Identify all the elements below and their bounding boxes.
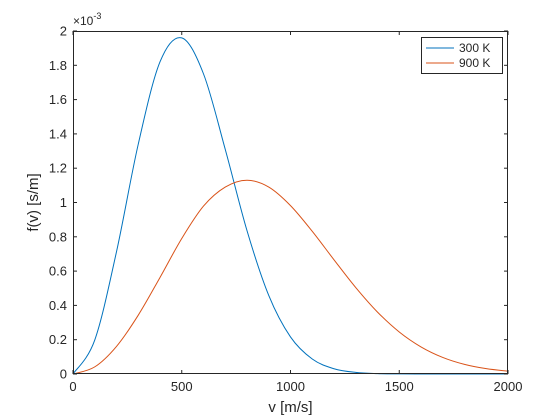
x-axis-label: v [m/s] bbox=[268, 399, 312, 416]
x-tick-label: 1000 bbox=[276, 379, 305, 394]
plot-area bbox=[73, 31, 508, 374]
y-exponent-power: -3 bbox=[93, 11, 101, 21]
legend-label-1: 900 K bbox=[459, 56, 490, 70]
series-line-1 bbox=[72, 179, 509, 375]
legend-box bbox=[421, 37, 503, 74]
legend-label-0: 300 K bbox=[459, 41, 490, 55]
y-tick-label: 0.4 bbox=[49, 298, 67, 313]
x-tick-label: 1500 bbox=[385, 379, 414, 394]
y-tick-label: 1.8 bbox=[49, 58, 67, 73]
y-tick-label: 0 bbox=[60, 367, 67, 382]
y-tick-label: 1.6 bbox=[49, 92, 67, 107]
y-tick-label: 0.2 bbox=[49, 332, 67, 347]
y-axis-label: f(v) [s/m] bbox=[25, 173, 42, 231]
y-tick-label: 0.6 bbox=[49, 264, 67, 279]
x-tick-label: 0 bbox=[69, 379, 76, 394]
y-tick-label: 1.2 bbox=[49, 161, 67, 176]
y-tick-label: 1.4 bbox=[49, 126, 67, 141]
y-tick-label: 2 bbox=[60, 24, 67, 39]
x-tick-label: 2000 bbox=[494, 379, 523, 394]
x-tick-label: 500 bbox=[171, 379, 193, 394]
y-tick-label: 1 bbox=[60, 195, 67, 210]
y-tick-label: 0.8 bbox=[49, 229, 67, 244]
y-exponent-base: ×10 bbox=[73, 14, 94, 28]
ticks-layer: 0 500 1000 1500 2000 0 0.2 0.4 0.6 0.8 1 1.2 1.4 1.6 1… bbox=[49, 24, 523, 395]
y-axis-exponent: ×10-3 bbox=[73, 11, 101, 28]
